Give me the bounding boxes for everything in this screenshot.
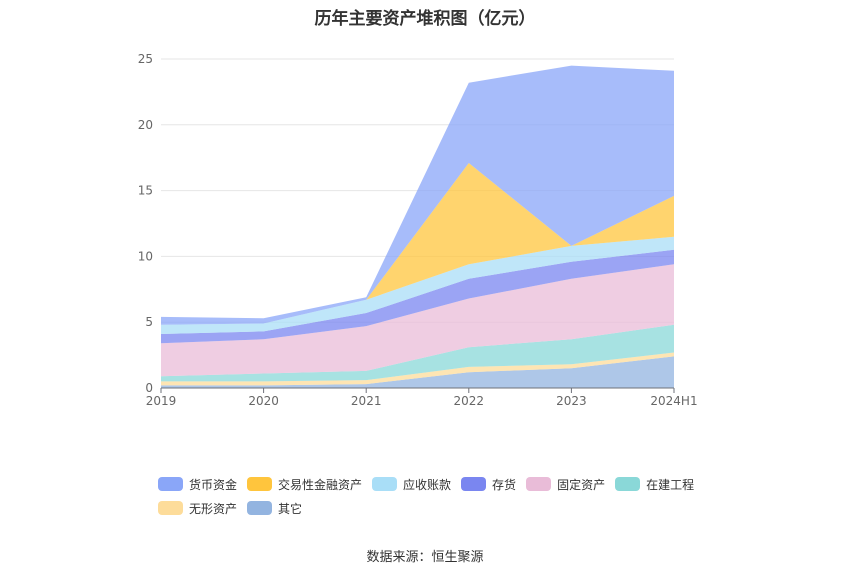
legend-row: 无形资产 其它	[158, 496, 718, 520]
source-note: 数据来源：恒生聚源	[366, 550, 484, 565]
legend-swatch	[372, 477, 398, 491]
area-series-在建工程[interactable]	[161, 324, 674, 382]
area-series-无形资产[interactable]	[161, 352, 674, 386]
legend-label: 应收账款	[403, 477, 452, 492]
y-tick-label: 15	[138, 184, 153, 198]
y-tick-label: 10	[138, 249, 153, 263]
legend-swatch	[158, 477, 183, 491]
legend-item[interactable]: 无形资产	[158, 500, 237, 517]
legend-item[interactable]: 在建工程	[615, 476, 694, 493]
area-series-其它[interactable]	[161, 356, 674, 388]
area-series	[161, 65, 674, 388]
area-series-应收账款[interactable]	[161, 236, 674, 334]
legend-label: 其它	[278, 501, 303, 516]
legend-item[interactable]: 货币资金	[158, 476, 237, 493]
area-series-固定资产[interactable]	[161, 264, 674, 377]
legend-label: 存货	[492, 477, 517, 492]
x-tick-label: 2024H1	[650, 394, 697, 408]
chart-title: 历年主要资产堆积图（亿元）	[314, 9, 536, 29]
legend-swatch	[247, 477, 273, 491]
legend-label: 交易性金融资产	[278, 477, 363, 492]
legend-label: 在建工程	[646, 477, 695, 492]
legend-label: 固定资产	[557, 477, 606, 492]
area-series-存货[interactable]	[161, 249, 674, 344]
legend-swatch	[461, 477, 487, 491]
y-tick-label: 5	[145, 315, 153, 329]
legend-item[interactable]: 交易性金融资产	[247, 476, 362, 493]
legend-swatch	[526, 477, 552, 491]
legend-swatch	[247, 501, 273, 515]
y-tick-label: 0	[145, 381, 153, 395]
y-tick-label: 25	[138, 52, 153, 66]
area-series-货币资金[interactable]	[161, 65, 674, 325]
legend-item[interactable]: 其它	[247, 500, 302, 517]
area-series-交易性金融资产[interactable]	[161, 163, 674, 325]
legend-row: 货币资金 交易性金融资产 应收账款 存货 固定资产 在建工程	[158, 472, 718, 496]
y-tick-label: 20	[138, 118, 153, 132]
x-tick-label: 2023	[556, 394, 587, 408]
x-tick-label: 2022	[454, 394, 485, 408]
axes: 0 5 10 15 20 25 2019 2020 2021 2022 2023 2024H1	[138, 52, 698, 408]
x-tick-label: 2020	[248, 394, 279, 408]
legend-item[interactable]: 存货	[461, 476, 516, 493]
legend-swatch	[158, 501, 183, 515]
legend-item[interactable]: 应收账款	[372, 476, 451, 493]
legend: 货币资金 交易性金融资产 应收账款 存货 固定资产 在建工程 无形资产 其它	[158, 472, 718, 520]
x-tick-label: 2021	[351, 394, 382, 408]
legend-label: 货币资金	[189, 477, 238, 492]
legend-label: 无形资产	[189, 501, 238, 516]
legend-swatch	[615, 477, 641, 491]
x-tick-label: 2019	[146, 394, 177, 408]
legend-item[interactable]: 固定资产	[526, 476, 605, 493]
